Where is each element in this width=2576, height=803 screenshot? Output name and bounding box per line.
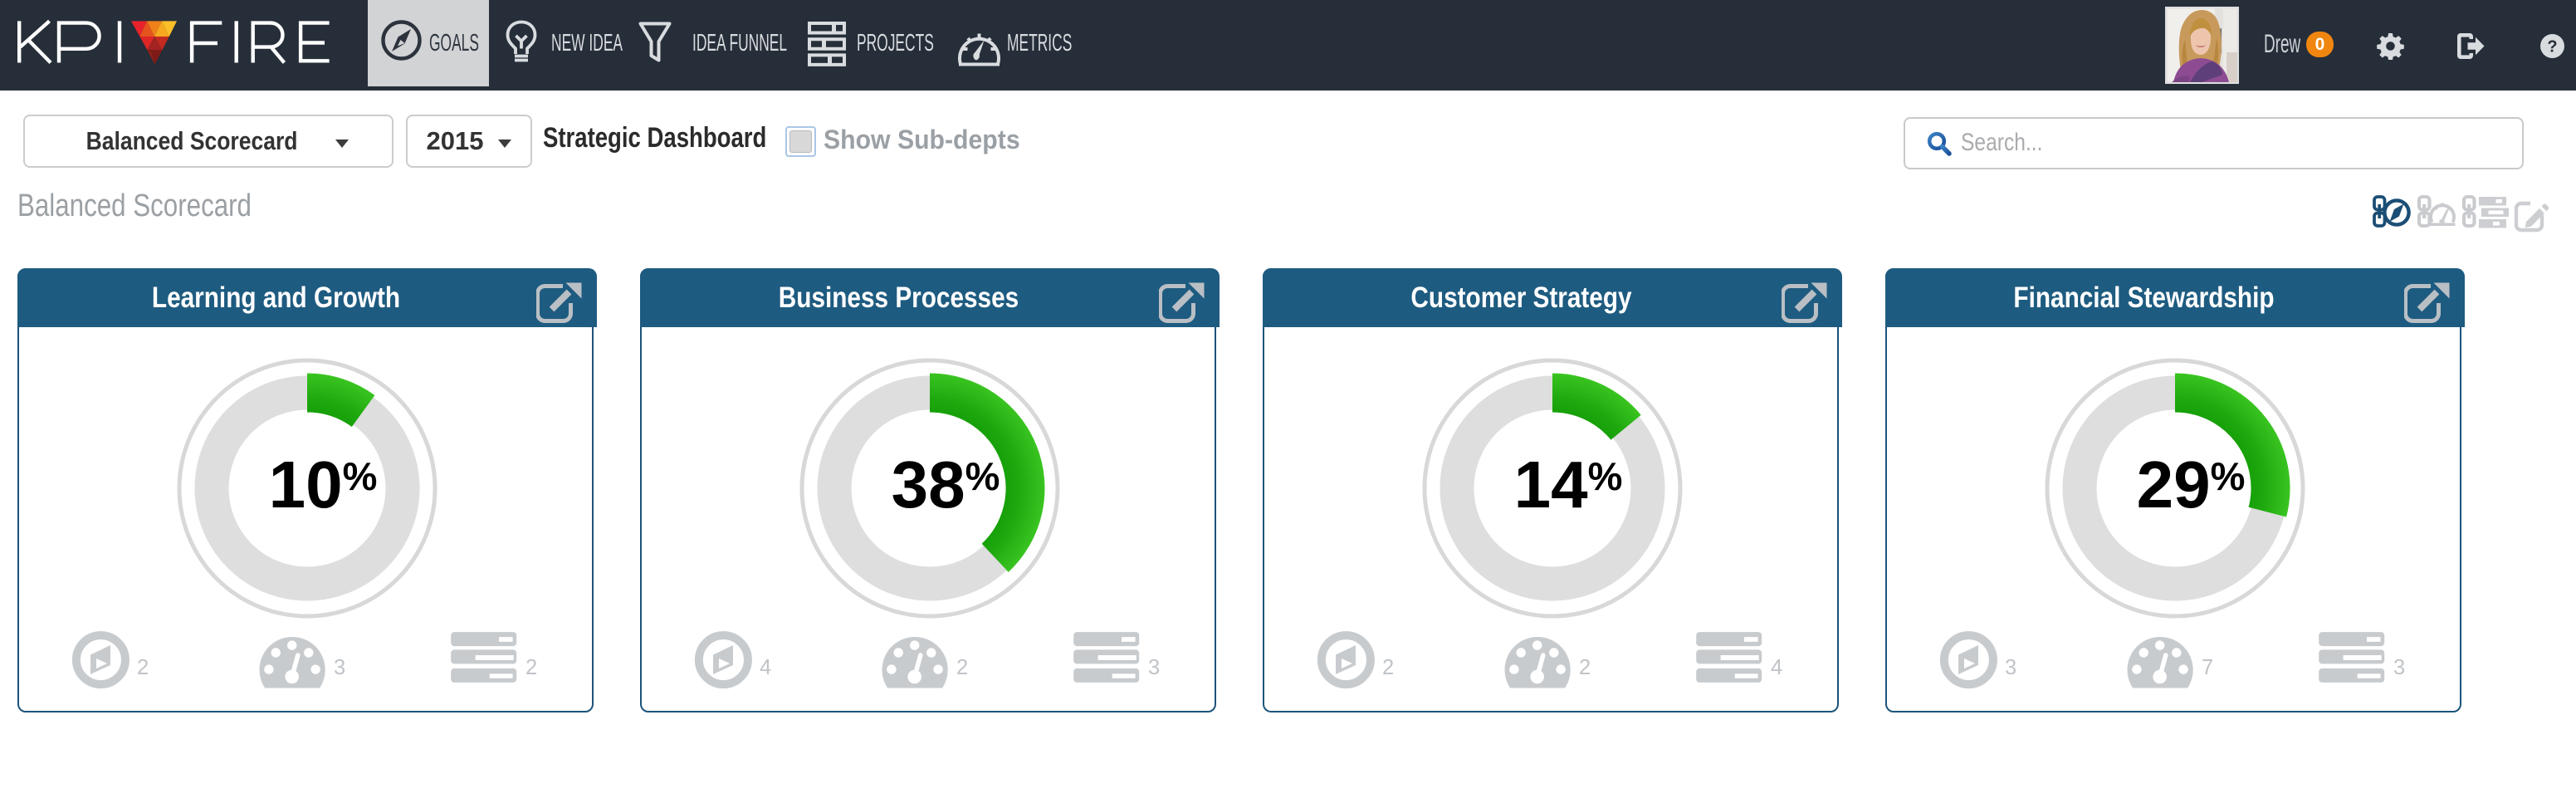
- svg-text:3: 3: [2005, 656, 2016, 679]
- svg-text:2: 2: [525, 656, 537, 679]
- svg-text:2: 2: [1579, 656, 1591, 679]
- svg-text:4: 4: [760, 656, 771, 679]
- svg-text:3: 3: [1148, 656, 1160, 679]
- svg-text:7: 7: [2202, 656, 2213, 679]
- svg-text:2: 2: [137, 656, 149, 679]
- svg-text:2: 2: [1382, 656, 1394, 679]
- svg-text:3: 3: [334, 656, 345, 679]
- svg-text:2: 2: [956, 656, 968, 679]
- svg-text:3: 3: [2393, 656, 2405, 679]
- svg-text:?: ?: [2547, 38, 2557, 56]
- svg-text:4: 4: [1771, 656, 1782, 679]
